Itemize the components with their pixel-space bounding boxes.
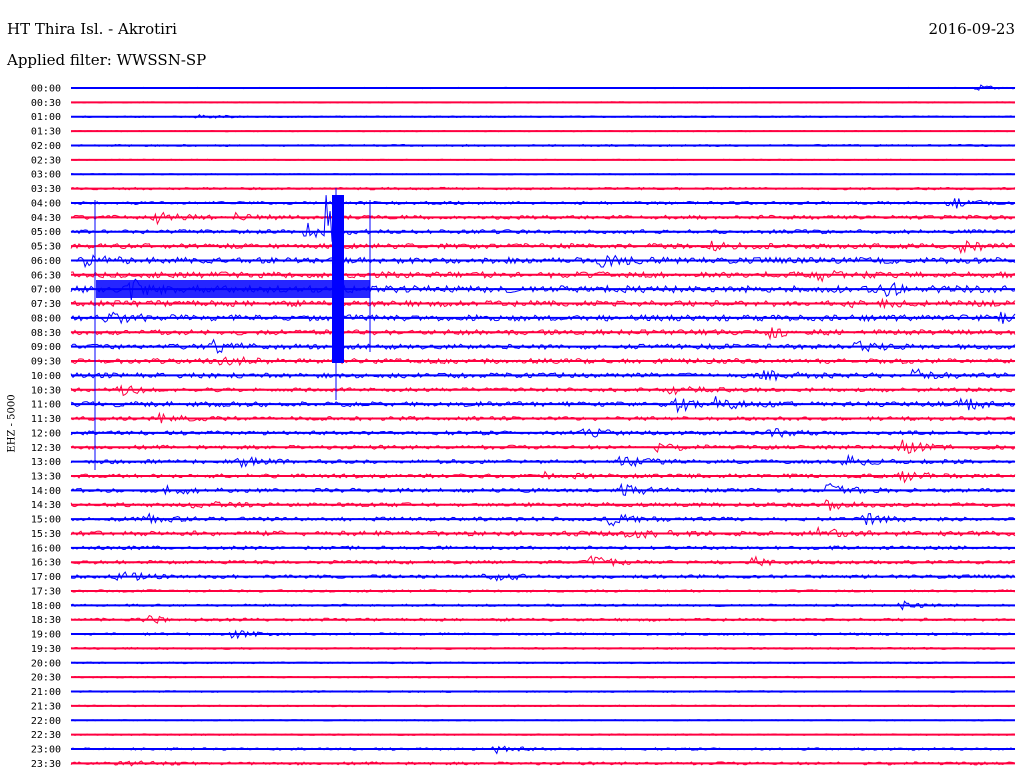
time-tick-label: 19:30	[31, 644, 61, 655]
time-tick-label: 14:00	[31, 486, 61, 497]
time-tick-label: 21:30	[31, 701, 61, 712]
trace-line-0900	[70, 338, 1016, 354]
time-tick-label: 20:30	[31, 673, 61, 684]
trace-line-1100	[70, 396, 1016, 414]
time-tick-label: 10:00	[31, 371, 61, 382]
time-tick-label: 05:00	[31, 227, 61, 238]
time-tick-label: 08:30	[31, 328, 61, 339]
time-tick-label: 01:30	[31, 127, 61, 138]
time-tick-label: 18:00	[31, 601, 61, 612]
time-tick-label: 11:00	[31, 400, 61, 411]
time-tick-label: 10:30	[31, 385, 61, 396]
time-tick-label: 16:30	[31, 558, 61, 569]
trace-line-1400	[70, 482, 1016, 497]
time-tick-label: 06:30	[31, 270, 61, 281]
station-title: HT Thira Isl. - Akrotiri	[7, 20, 177, 38]
trace-line-1330	[70, 470, 1016, 484]
trace-line-1630	[70, 555, 1016, 568]
time-tick-label: 17:30	[31, 586, 61, 597]
time-tick-label: 20:00	[31, 658, 61, 669]
time-tick-label: 15:30	[31, 529, 61, 540]
time-tick-label: 12:30	[31, 443, 61, 454]
time-tick-label: 09:30	[31, 357, 61, 368]
time-tick-label: 13:30	[31, 471, 61, 482]
time-tick-label: 11:30	[31, 414, 61, 425]
time-tick-label: 03:00	[31, 170, 61, 181]
time-tick-label: 22:00	[31, 716, 61, 727]
time-tick-label: 04:30	[31, 213, 61, 224]
time-tick-label: 00:00	[31, 84, 61, 95]
large-event-burst	[332, 195, 344, 363]
time-tick-label: 15:00	[31, 515, 61, 526]
time-tick-label: 13:00	[31, 457, 61, 468]
time-tick-label: 02:30	[31, 155, 61, 166]
time-tick-label: 02:00	[31, 141, 61, 152]
time-tick-label: 01:00	[31, 112, 61, 123]
time-tick-label: 04:00	[31, 198, 61, 209]
time-tick-label: 17:00	[31, 572, 61, 583]
time-tick-label: 03:30	[31, 184, 61, 195]
time-tick-label: 21:00	[31, 687, 61, 698]
time-tick-label: 07:00	[31, 285, 61, 296]
time-tick-label: 18:30	[31, 615, 61, 626]
time-tick-label: 07:30	[31, 299, 61, 310]
time-tick-label: 22:30	[31, 730, 61, 741]
time-tick-label: 16:00	[31, 543, 61, 554]
time-tick-label: 06:00	[31, 256, 61, 267]
filter-label: Applied filter: WWSSN-SP	[7, 51, 207, 69]
trace-line-0630	[70, 269, 1016, 283]
time-tick-label: 23:30	[31, 759, 61, 770]
time-tick-label: 09:00	[31, 342, 61, 353]
time-tick-label: 19:00	[31, 630, 61, 641]
time-tick-label: 12:00	[31, 428, 61, 439]
time-tick-label: 23:00	[31, 745, 61, 756]
time-tick-label: 05:30	[31, 242, 61, 253]
time-tick-label: 00:30	[31, 98, 61, 109]
time-tick-label: 08:00	[31, 313, 61, 324]
plot-date: 2016-09-23	[928, 20, 1015, 38]
event-band-0700	[96, 280, 370, 298]
time-tick-label: 14:30	[31, 500, 61, 511]
